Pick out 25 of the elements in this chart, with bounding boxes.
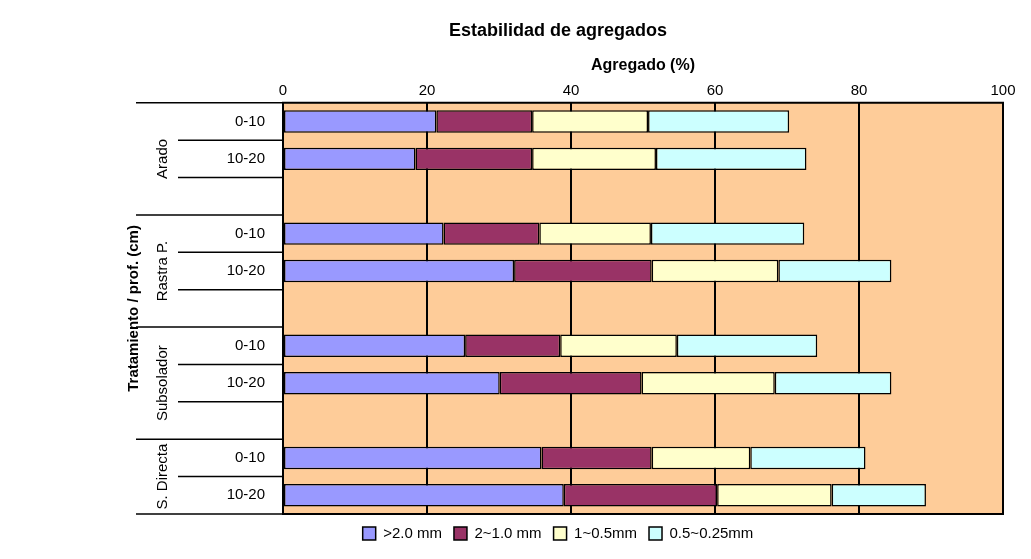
x-tick-label: 20 bbox=[418, 80, 436, 98]
x-axis-title: Agregado (%) bbox=[591, 55, 695, 73]
text: S. Directa bbox=[153, 443, 171, 510]
y-tick-label: 0-10 bbox=[234, 111, 265, 129]
chart-title: Estabilidad de agregados bbox=[448, 19, 668, 40]
y-tick-label: 10-20 bbox=[226, 261, 265, 279]
text: Arado bbox=[153, 138, 171, 179]
y-tick-label: 10-20 bbox=[226, 149, 265, 167]
y-tick-label: 10-20 bbox=[226, 373, 265, 391]
text: Tratamiento / prof. (cm) bbox=[124, 225, 142, 392]
y-tick-label: 0-10 bbox=[234, 448, 265, 466]
legend-label: 2~1.0 mm bbox=[474, 523, 542, 541]
text: Rastra P. bbox=[153, 240, 171, 302]
legend-label: 0.5~0.25mm bbox=[669, 523, 754, 541]
legend-label: >2.0 mm bbox=[383, 523, 442, 541]
y-tick-label: 10-20 bbox=[226, 485, 265, 503]
x-tick-label: 100 bbox=[990, 80, 1016, 98]
x-tick-label: 60 bbox=[706, 80, 724, 98]
x-tick-label: 0 bbox=[278, 80, 288, 98]
x-tick-label: 40 bbox=[562, 80, 580, 98]
y-tick-label: 0-10 bbox=[234, 335, 265, 353]
text: Subsolador bbox=[153, 345, 171, 422]
x-tick-label: 80 bbox=[850, 80, 868, 98]
y-tick-label: 0-10 bbox=[234, 223, 265, 241]
legend-label: 1~0.5mm bbox=[574, 523, 638, 541]
